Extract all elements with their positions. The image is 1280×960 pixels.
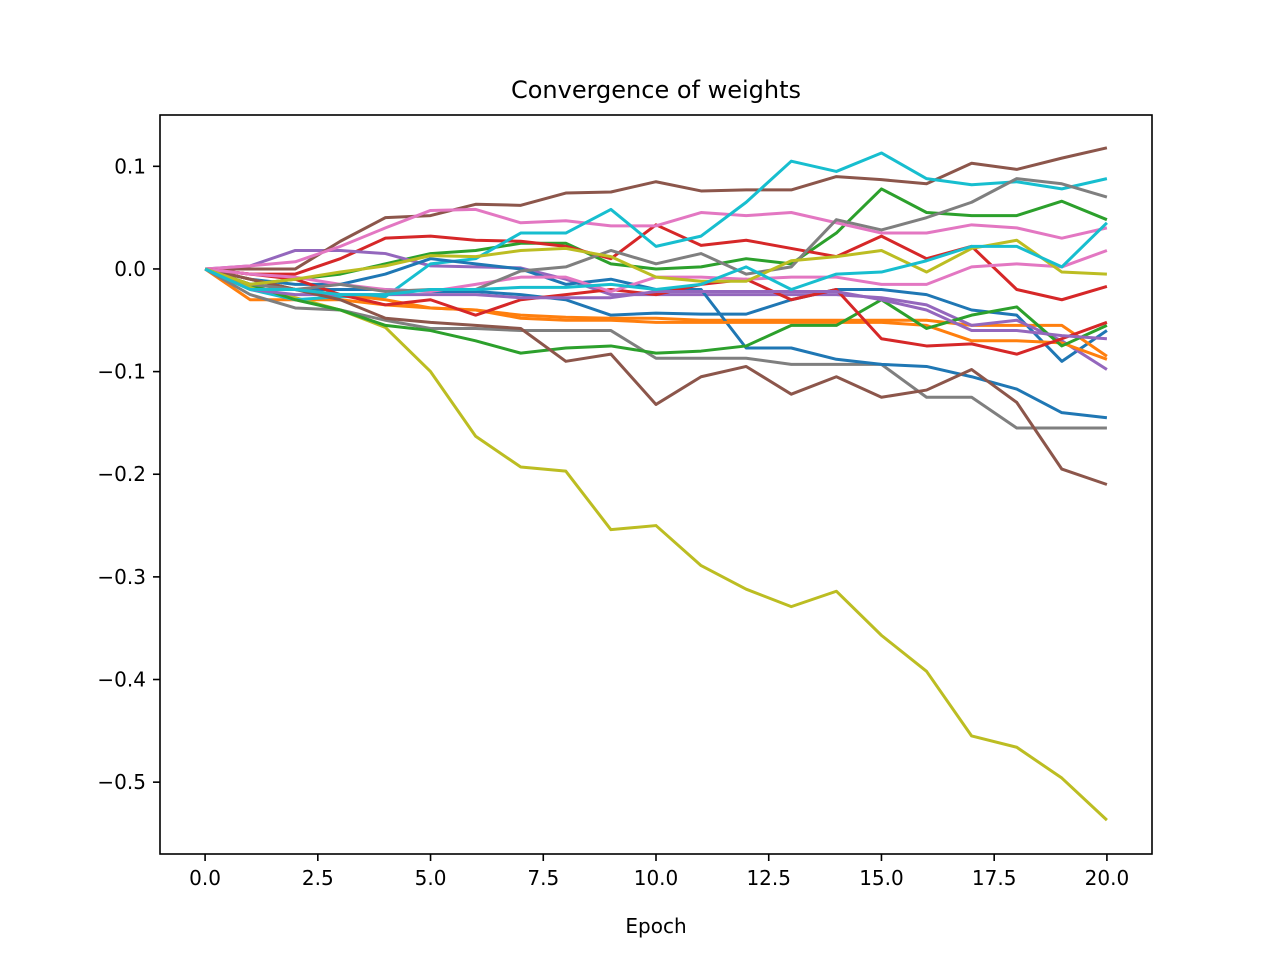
series-line-16 <box>204 267 1108 486</box>
x-axis-ticks: 0.0 2.5 5.0 7.5 10.0 12.5 15.0 17.5 20.0 <box>189 854 1129 890</box>
y-tick-label: −0.1 <box>97 360 146 384</box>
chart-title: Convergence of weights <box>511 76 801 104</box>
y-tick-label: −0.5 <box>97 770 146 794</box>
series-line-6 <box>205 146 1108 271</box>
y-tick-label: 0.0 <box>114 257 146 281</box>
x-tick-label: 12.5 <box>746 866 791 890</box>
series-line-19 <box>204 238 1107 286</box>
x-tick-label: 15.0 <box>859 866 904 890</box>
y-axis-ticks: 0.1 0.0 −0.1 −0.2 −0.3 −0.4 −0.5 <box>97 154 160 794</box>
x-tick-label: 20.0 <box>1085 866 1130 890</box>
x-tick-label: 0.0 <box>189 866 221 890</box>
series-line-18 <box>204 177 1108 294</box>
series-line-13 <box>204 267 1108 355</box>
y-tick-label: −0.3 <box>97 565 146 589</box>
x-tick-label: 7.5 <box>527 866 559 890</box>
series-lines <box>204 146 1108 822</box>
x-tick-label: 10.0 <box>634 866 679 890</box>
series-line-8 <box>204 267 1107 430</box>
x-tick-label: 2.5 <box>302 866 334 890</box>
y-tick-label: 0.1 <box>114 154 146 178</box>
x-axis-label: Epoch <box>625 914 686 938</box>
y-tick-label: −0.2 <box>97 462 146 486</box>
series-line-20 <box>204 221 1108 297</box>
series-line-14 <box>204 267 1108 356</box>
x-tick-label: 17.5 <box>972 866 1017 890</box>
series-line-1 <box>204 267 1108 363</box>
series-line-7 <box>204 207 1108 271</box>
series-line-12 <box>204 267 1108 361</box>
x-tick-label: 5.0 <box>415 866 447 890</box>
y-tick-label: −0.4 <box>97 668 146 692</box>
